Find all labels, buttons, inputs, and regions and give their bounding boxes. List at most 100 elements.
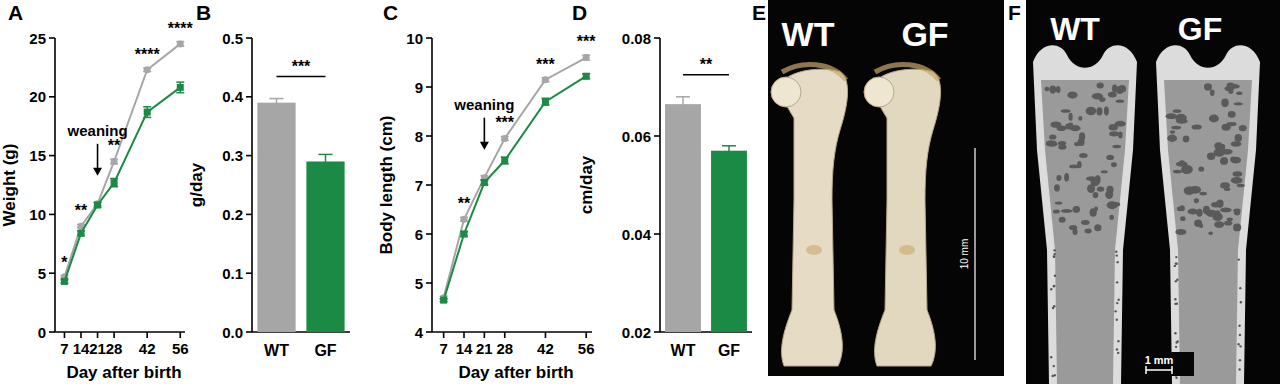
error-cap [676, 96, 690, 98]
y-tick-label: 6 [415, 226, 423, 243]
bone [781, 69, 848, 366]
trabecular-pore [1065, 123, 1073, 129]
cortical-pore [1116, 319, 1118, 321]
trabecular-pore [1236, 92, 1242, 95]
error-cap [270, 98, 284, 100]
trabecular-pore [1067, 92, 1077, 99]
trabecular-pore [1170, 130, 1176, 134]
significance: *** [292, 58, 311, 75]
x-axis [432, 331, 592, 333]
cortical-pore [1054, 275, 1056, 277]
bone-section [1156, 45, 1260, 384]
scale-label: 1 mm [1145, 354, 1174, 366]
panel-letter: F [1008, 1, 1021, 24]
cortical-pore [1116, 348, 1118, 350]
trabecular-pore [1239, 125, 1247, 131]
significance: *** [495, 114, 514, 131]
trabecular-pore [1198, 166, 1204, 171]
panel-A: A0510152025Weight (g)71421284256Day afte… [0, 1, 193, 382]
y-axis-label: g/day [187, 162, 206, 207]
series-line [444, 76, 587, 300]
cortical-pore [1053, 249, 1055, 251]
trabecular-pore [1171, 126, 1181, 130]
trabecular-pore [1234, 102, 1243, 105]
y-tick-label: 5 [38, 265, 46, 282]
x-tick [463, 332, 465, 338]
marker [461, 231, 468, 238]
plot-area [257, 99, 344, 332]
trabecular-pore [1061, 209, 1073, 213]
cortical-pore [1116, 261, 1118, 263]
trabecular-pore [1221, 99, 1228, 107]
marker [144, 109, 151, 116]
cortical-pore [1116, 281, 1118, 283]
y-axis-label: Weight (g) [0, 144, 19, 227]
error-bar [541, 98, 549, 105]
x-tick-label: GF [718, 342, 740, 359]
y-axis-label: cm/day [577, 155, 596, 214]
x-tick-label: 56 [172, 340, 189, 357]
y-tick-label: 8 [415, 128, 423, 145]
significance-bracket [277, 76, 326, 78]
trabecular-pore [1104, 107, 1109, 116]
trabecular-pore [1079, 132, 1085, 141]
trabecular-pore [1192, 124, 1202, 129]
trabecular-pore [1220, 208, 1232, 213]
image-label: GF [1178, 11, 1222, 47]
x-tick-label: 21 [89, 340, 106, 357]
cortical-pore [1053, 285, 1055, 287]
trabecular-pore [1181, 165, 1193, 174]
y-axis-label: Body length (cm) [377, 116, 396, 255]
trabecular-pore [1049, 134, 1056, 139]
marker [501, 135, 508, 142]
trabecular-pore [1086, 107, 1097, 115]
error-cap [176, 81, 184, 83]
panel-D: D0.020.040.060.08cm/dayWTGF** [572, 1, 752, 359]
y-tick [654, 135, 660, 137]
series-line [444, 58, 587, 298]
y-tick [49, 37, 55, 39]
trabecular-pore [1228, 111, 1236, 118]
cortical-pore [1050, 288, 1052, 290]
trabecular-pore [1118, 85, 1126, 93]
cortical-pore [1117, 299, 1119, 301]
trabecular-pore [1187, 209, 1198, 215]
significance: *** [577, 33, 596, 50]
x-tick-label: GF [314, 342, 336, 359]
cortical-pore [1116, 302, 1118, 304]
trabecular-pore [1233, 171, 1243, 177]
trabecular-pore [1220, 157, 1228, 165]
y-tick [426, 331, 432, 333]
trabecular-pore [1229, 84, 1240, 89]
marker [144, 66, 151, 73]
error-cap [110, 178, 118, 180]
trabecular-pore [1230, 157, 1235, 163]
trabecular-pore [1085, 228, 1092, 233]
error-bar [270, 99, 284, 107]
trabecular-pore [1173, 109, 1182, 113]
trabecular-pore [1204, 83, 1212, 90]
figure: A0510152025Weight (g)71421284256Day afte… [0, 0, 1280, 384]
trabecular-pore [1109, 215, 1114, 220]
cortical-pore [1175, 256, 1177, 258]
x-tick [97, 332, 99, 338]
trabecular-pore [1165, 113, 1177, 119]
cortical-pore [1114, 310, 1116, 312]
image-background [768, 0, 1004, 376]
x-tick-label: WT [671, 342, 696, 359]
x-axis-label: Day after birth [66, 363, 181, 382]
y-tick [426, 135, 432, 137]
scale-bar [974, 148, 975, 360]
x-axis [55, 331, 185, 333]
cortical-pore [1238, 325, 1240, 327]
cortical-pore [1239, 287, 1241, 289]
trabecular-pore [1061, 109, 1071, 113]
mark [806, 245, 822, 255]
trabecular-pore [1194, 198, 1199, 203]
trabecular-pore [1116, 100, 1125, 103]
y-tick [426, 86, 432, 88]
y-tick-label: 25 [29, 30, 46, 47]
x-tick [443, 332, 445, 338]
cortical-pore [1053, 365, 1055, 367]
y-tick [246, 96, 252, 98]
